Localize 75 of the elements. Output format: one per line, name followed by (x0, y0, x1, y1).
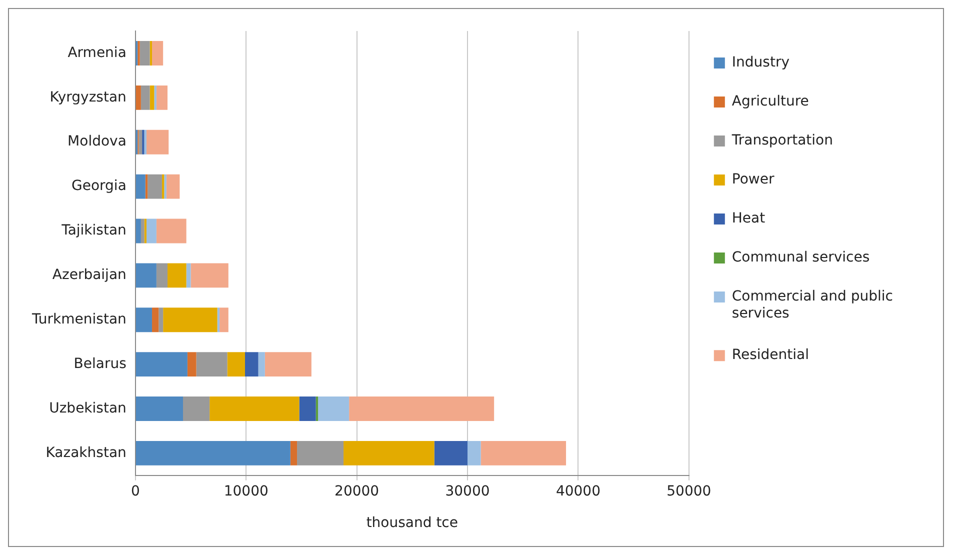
bar (258, 352, 265, 377)
bar (148, 174, 162, 199)
y-tick-label: Kazakhstan (46, 444, 126, 461)
bar (146, 130, 169, 154)
bar (297, 440, 344, 466)
x-tick-label: 30000 (445, 483, 490, 500)
y-tick-label: Georgia (72, 178, 126, 194)
bar (217, 308, 220, 332)
bar (136, 440, 290, 466)
bar (187, 352, 196, 377)
bar (156, 263, 168, 288)
y-tick-label: Azerbaijan (52, 267, 126, 284)
bar (434, 440, 468, 466)
x-tick-label: 40000 (556, 483, 600, 500)
bar (140, 41, 150, 66)
bar (344, 440, 434, 466)
bar (140, 218, 144, 244)
bar (245, 352, 258, 377)
bar (152, 308, 159, 332)
bar (299, 396, 316, 421)
bar (349, 396, 494, 421)
bar (136, 308, 152, 332)
bar (145, 174, 148, 199)
bar (156, 85, 168, 110)
legend-label: Power (732, 172, 774, 188)
bar (168, 263, 186, 288)
bar (140, 85, 150, 110)
bar (220, 308, 228, 332)
bar (156, 218, 186, 244)
bar (163, 308, 218, 332)
y-tick-label: Turkmenistan (30, 312, 126, 328)
x-tick-label: 20000 (334, 483, 380, 500)
bar (136, 352, 188, 377)
legend-label: Communal services (732, 250, 870, 266)
bar (227, 352, 246, 377)
bar (196, 352, 228, 377)
legend-label: Industry (732, 54, 790, 71)
bar (480, 440, 566, 466)
bar (150, 41, 152, 66)
y-tick-label: Moldova (68, 134, 126, 150)
y-tick-label: Uzbekistan (49, 400, 126, 416)
bar (186, 263, 191, 288)
bar (318, 396, 350, 421)
bar (290, 440, 298, 466)
bar (190, 263, 228, 288)
x-tick-label: 10000 (224, 483, 268, 500)
bar (162, 174, 164, 199)
y-tick-label: Tajikistan (60, 222, 126, 239)
bar (210, 396, 300, 421)
bar (136, 396, 184, 421)
bar (468, 440, 481, 466)
bar (264, 352, 312, 377)
legend-label: Residential (732, 347, 810, 364)
x-tick-label: 50000 (666, 483, 712, 500)
bar (166, 174, 180, 199)
bar (150, 85, 154, 110)
bar (316, 396, 318, 421)
y-tick-label: Belarus (74, 356, 126, 372)
bar (138, 130, 142, 154)
bar (136, 174, 146, 199)
bar (136, 263, 156, 288)
y-tick-label: Kyrgyzstan (50, 89, 126, 106)
legend-label: Transportation (730, 132, 833, 149)
x-tick-label: 0 (130, 483, 140, 500)
bar (136, 85, 141, 110)
y-tick-label: Armenia (68, 44, 126, 61)
bar (158, 308, 164, 332)
bar (136, 218, 141, 244)
bar (183, 396, 210, 421)
legend-label: Heat (732, 210, 766, 227)
legend-label: Commercial and public services (732, 288, 894, 322)
legend-label: Agriculture (732, 94, 809, 110)
bar (146, 218, 156, 244)
x-axis-title: thousand tce (366, 515, 458, 532)
bar (152, 41, 164, 66)
